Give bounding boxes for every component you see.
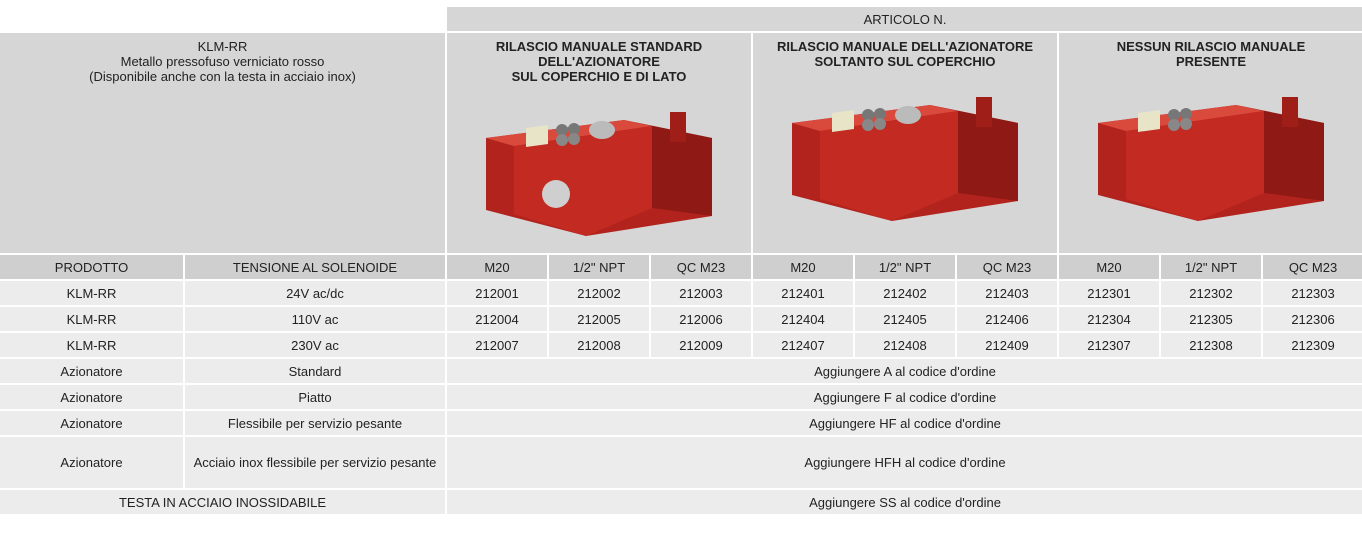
table-cell: 212308 <box>1161 333 1261 357</box>
product-description: (Disponibile anche con la testa in accia… <box>89 69 356 84</box>
option-name: Acciaio inox flessibile per servizio pes… <box>185 437 445 488</box>
product-image <box>486 112 712 236</box>
table-cell: 212306 <box>1263 307 1362 331</box>
column-header: 1/2" NPT <box>549 255 649 279</box>
table-cell: 212008 <box>549 333 649 357</box>
table-row: KLM-RR Metallo pressofuso verniciato ross… <box>0 33 1362 253</box>
table-cell: 212409 <box>957 333 1057 357</box>
column-header: QC M23 <box>651 255 751 279</box>
table-cell: KLM-RR <box>0 307 183 331</box>
table-cell: 212304 <box>1059 307 1159 331</box>
column-header: 1/2" NPT <box>855 255 955 279</box>
option-type: Azionatore <box>0 385 183 409</box>
table-row: TESTA IN ACCIAIO INOSSIDABILE Aggiungere … <box>0 490 1362 514</box>
table-cell: 212401 <box>753 281 853 305</box>
table-cell: 212405 <box>855 307 955 331</box>
product-image <box>1098 97 1325 221</box>
table-row: ARTICOLO N. <box>0 7 1362 31</box>
variant-title: NESSUN RILASCIO MANUALE <box>1116 39 1306 54</box>
blank-cell <box>0 7 445 31</box>
table-cell: 212003 <box>651 281 751 305</box>
option-type: Azionatore <box>0 359 183 383</box>
variant-title: PRESENTE <box>1175 54 1247 69</box>
table-cell: 212006 <box>651 307 751 331</box>
table-cell: 212002 <box>549 281 649 305</box>
table-cell: 212004 <box>447 307 547 331</box>
column-header: M20 <box>1059 255 1159 279</box>
table-row: Azionatore Acciaio inox flessibile per se… <box>0 437 1362 488</box>
column-header: TENSIONE AL SOLENOIDE <box>185 255 445 279</box>
table-cell: 212406 <box>957 307 1057 331</box>
stainless-code: Aggiungere SS al codice d'ordine <box>447 490 1362 514</box>
option-name: Flessibile per servizio pesante <box>185 411 445 435</box>
variant-title: SUL COPERCHIO E DI LATO <box>511 69 687 84</box>
table-row: KLM-RR 24V ac/dc 212001 212002 212003 212401 2… <box>0 281 1362 305</box>
product-header: KLM-RR Metallo pressofuso verniciato ross… <box>0 33 445 253</box>
option-name: Standard <box>185 359 445 383</box>
table-cell: 212407 <box>753 333 853 357</box>
column-header: QC M23 <box>1263 255 1362 279</box>
variant-header: RILASCIO MANUALE STANDARD DELL'AZIONATORE… <box>447 33 751 253</box>
table-row: Azionatore Standard Aggiungere A al codice… <box>0 359 1362 383</box>
variant-title: DELL'AZIONATORE <box>538 54 660 69</box>
table-row: KLM-RR 110V ac 212004 212005 212006 212404 212… <box>0 307 1362 331</box>
table-cell: 212009 <box>651 333 751 357</box>
table-cell: 212301 <box>1059 281 1159 305</box>
product-table: ARTICOLO N. KLM-RR Metallo pressofuso vern… <box>0 5 1362 516</box>
content: ARTICOLO N. KLM-RR Metallo pressofuso vern… <box>0 5 1362 516</box>
table-cell: 110V ac <box>185 307 445 331</box>
option-type: Azionatore <box>0 437 183 488</box>
option-code: Aggiungere F al codice d'ordine <box>447 385 1362 409</box>
table-cell: 212307 <box>1059 333 1159 357</box>
table-cell: 212403 <box>957 281 1057 305</box>
option-code: Aggiungere HFH al codice d'ordine <box>447 437 1362 488</box>
table-row: KLM-RR 230V ac 212007 212008 212009 212407 212… <box>0 333 1362 357</box>
table-cell: 212408 <box>855 333 955 357</box>
product-name: KLM-RR <box>197 39 248 54</box>
table-row: Azionatore Piatto Aggiungere F al codice d… <box>0 385 1362 409</box>
variant-title: RILASCIO MANUALE DELL'AZIONATORE <box>776 39 1034 54</box>
table-cell: 212303 <box>1263 281 1362 305</box>
variant-header: NESSUN RILASCIO MANUALE PRESENTE <box>1059 33 1362 253</box>
table-body: ARTICOLO N. KLM-RR Metallo pressofuso vern… <box>0 7 1362 514</box>
column-header: PRODOTTO <box>0 255 183 279</box>
group-title: ARTICOLO N. <box>447 7 1362 31</box>
option-code: Aggiungere A al codice d'ordine <box>447 359 1362 383</box>
variant-header: RILASCIO MANUALE DELL'AZIONATORE SOLTANTO… <box>753 33 1057 253</box>
table-cell: 212007 <box>447 333 547 357</box>
column-header: QC M23 <box>957 255 1057 279</box>
table-cell: 212001 <box>447 281 547 305</box>
option-name: Piatto <box>185 385 445 409</box>
product-image <box>792 97 1018 221</box>
table-cell: 212404 <box>753 307 853 331</box>
column-header: 1/2" NPT <box>1161 255 1261 279</box>
table-row: Azionatore Flessibile per servizio pesant… <box>0 411 1362 435</box>
stainless-label: TESTA IN ACCIAIO INOSSIDABILE <box>0 490 445 514</box>
variant-title: RILASCIO MANUALE STANDARD <box>495 39 703 54</box>
table-cell: KLM-RR <box>0 281 183 305</box>
table-cell: 230V ac <box>185 333 445 357</box>
option-code: Aggiungere HF al codice d'ordine <box>447 411 1362 435</box>
table-cell: 24V ac/dc <box>185 281 445 305</box>
table-cell: 212402 <box>855 281 955 305</box>
product-description: Metallo pressofuso verniciato rosso <box>120 54 325 69</box>
option-type: Azionatore <box>0 411 183 435</box>
table-cell: 212309 <box>1263 333 1362 357</box>
table-cell: 212305 <box>1161 307 1261 331</box>
column-header: M20 <box>753 255 853 279</box>
table-row: PRODOTTO TENSIONE AL SOLENOIDE M20 1/2" NPT… <box>0 255 1362 279</box>
table-cell: KLM-RR <box>0 333 183 357</box>
table-cell: 212005 <box>549 307 649 331</box>
variant-title: SOLTANTO SUL COPERCHIO <box>814 54 996 69</box>
table-cell: 212302 <box>1161 281 1261 305</box>
column-header: M20 <box>447 255 547 279</box>
